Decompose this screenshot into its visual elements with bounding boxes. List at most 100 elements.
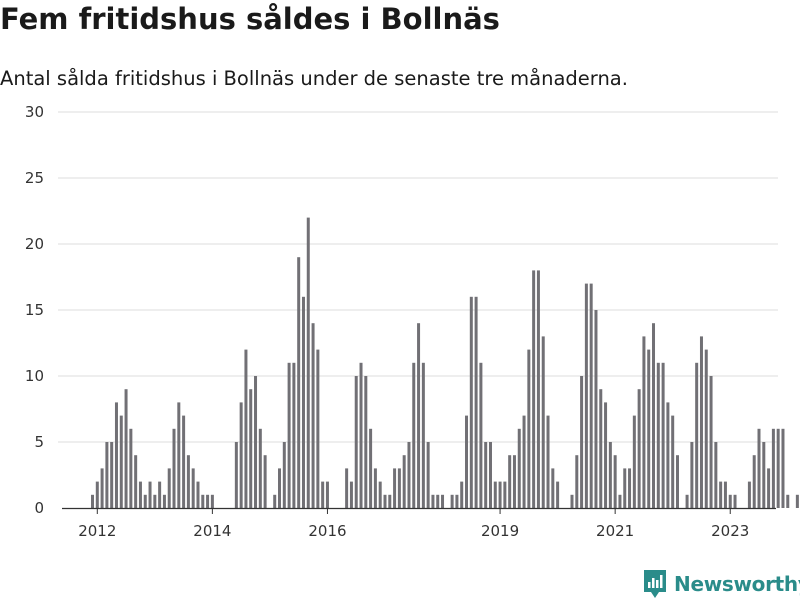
bar (488, 442, 492, 508)
bar (695, 362, 699, 508)
bar (469, 296, 473, 508)
bar (287, 362, 291, 508)
bar (450, 494, 454, 508)
bar (628, 468, 632, 508)
bar (95, 481, 99, 508)
bar (709, 376, 713, 508)
bar (503, 481, 507, 508)
bar (431, 494, 435, 508)
x-axis-tick-labels: 2012201420162019202120232025 (78, 508, 749, 540)
bar (604, 402, 608, 508)
x-tick-label: 2012 (78, 522, 116, 540)
bar (407, 442, 411, 508)
bar (162, 494, 166, 508)
bar (632, 415, 636, 508)
bar (594, 310, 598, 508)
bar (479, 362, 483, 508)
bar (599, 389, 603, 508)
bar (675, 455, 679, 508)
bar (417, 323, 421, 508)
y-tick-label: 5 (34, 433, 44, 451)
bar (364, 376, 368, 508)
x-tick-label: 2016 (308, 522, 346, 540)
bar (786, 494, 790, 508)
x-tick-label: 2023 (711, 522, 749, 540)
bar (278, 468, 281, 508)
bar (584, 283, 588, 508)
bar (661, 362, 665, 508)
bar (618, 494, 622, 508)
chart-subtitle: Antal sålda fritidshus i Bollnäs under d… (0, 67, 628, 90)
bar (714, 442, 718, 508)
bar-chart: 0 5 10 15 20 25 30 2012 2014 2016 2019 2021 2023 20 2… (25, 103, 799, 540)
bar (589, 283, 593, 508)
bar (733, 494, 737, 508)
bar (762, 442, 766, 508)
brand-name: Newsworthy (674, 572, 800, 596)
bar (100, 468, 104, 508)
bar (666, 402, 670, 508)
bar (354, 376, 358, 508)
bar (436, 494, 440, 508)
bar (699, 336, 703, 508)
bar (129, 428, 133, 508)
bar (652, 323, 656, 508)
bar (757, 428, 761, 508)
bar (158, 481, 162, 508)
bar (546, 415, 550, 508)
bar (723, 481, 727, 508)
bar (153, 494, 157, 508)
bar (316, 349, 320, 508)
chart-title: Fem fritidshus såldes i Bollnäs (0, 2, 500, 36)
y-tick-label: 0 (34, 499, 44, 517)
bar (311, 323, 315, 508)
bar (671, 415, 675, 508)
bar (556, 481, 560, 508)
bar (143, 494, 147, 508)
bar (114, 402, 118, 508)
bar (263, 455, 267, 508)
bar (642, 336, 646, 508)
bar (105, 442, 109, 508)
bar (282, 442, 286, 508)
bar (690, 442, 694, 508)
bar (402, 455, 406, 508)
y-tick-label: 25 (25, 169, 44, 187)
bar (570, 494, 574, 508)
bar (767, 468, 771, 508)
bar (393, 468, 397, 508)
bar (522, 415, 526, 508)
bar (532, 270, 536, 508)
bar (493, 481, 497, 508)
bar (685, 494, 689, 508)
bar (201, 494, 205, 508)
bar (771, 428, 775, 508)
bar (527, 349, 531, 508)
bar (388, 494, 392, 508)
bar (349, 481, 353, 508)
bar (378, 481, 382, 508)
x-tick-label: 2014 (193, 522, 231, 540)
y-axis-tick-labels: 0 5 10 15 20 25 30 (25, 103, 44, 517)
newsworthy-logo-icon (644, 570, 666, 598)
bar (747, 481, 751, 508)
bar (234, 442, 238, 508)
bars (91, 217, 799, 508)
bar (460, 481, 464, 508)
bar (134, 455, 138, 508)
bar (465, 415, 469, 508)
bar (795, 494, 799, 508)
bar (196, 481, 200, 508)
bar (110, 442, 114, 508)
bar (191, 468, 195, 508)
bar (177, 402, 181, 508)
bar (167, 468, 171, 508)
bar (508, 455, 512, 508)
y-tick-label: 15 (25, 301, 44, 319)
bar (752, 455, 756, 508)
bar (258, 428, 262, 508)
bar (273, 494, 277, 508)
bar (172, 428, 176, 508)
bar (383, 494, 387, 508)
y-tick-label: 30 (25, 103, 44, 121)
